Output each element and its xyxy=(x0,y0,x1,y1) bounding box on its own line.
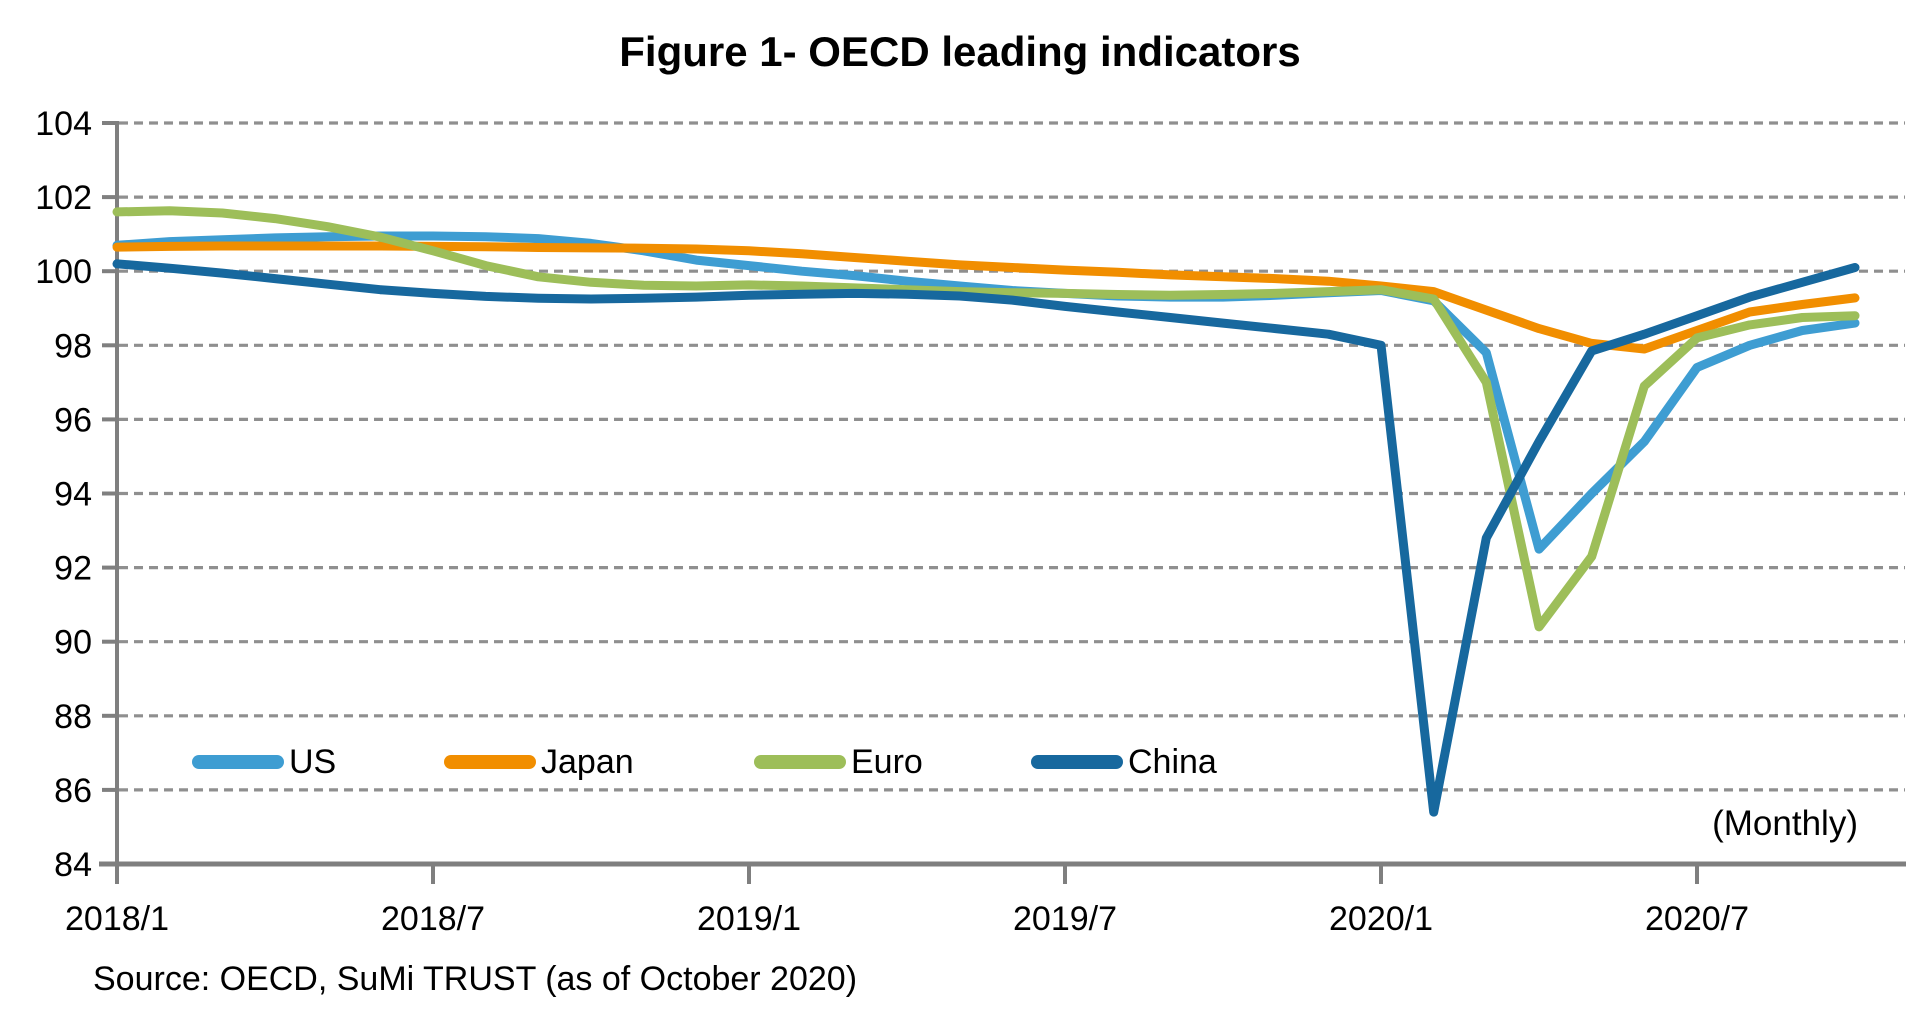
y-tick-label: 90 xyxy=(54,624,92,662)
x-tick-label: 2018/1 xyxy=(65,900,169,938)
legend-swatch-euro xyxy=(754,755,846,769)
y-tick-label: 96 xyxy=(54,401,92,439)
legend-label: Japan xyxy=(541,742,634,781)
x-tick-label: 2019/1 xyxy=(697,900,801,938)
x-tick-label: 2020/1 xyxy=(1329,900,1433,938)
y-tick-label: 92 xyxy=(54,550,92,588)
y-tick-label: 104 xyxy=(35,105,92,143)
legend-item-us: US xyxy=(192,742,337,781)
x-tick-label: 2018/7 xyxy=(381,900,485,938)
frequency-note: (Monthly) xyxy=(1712,804,1858,843)
legend-swatch-china xyxy=(1031,755,1123,769)
legend-swatch-japan xyxy=(444,755,536,769)
legend-label: Euro xyxy=(851,742,923,781)
legend-swatch-us xyxy=(192,755,284,769)
series-line-euro xyxy=(112,206,1860,632)
y-tick-label: 98 xyxy=(54,327,92,365)
source-note: Source: OECD, SuMi TRUST (as of October … xyxy=(93,960,858,998)
legend-item-euro: Euro xyxy=(754,742,923,781)
y-tick-label: 84 xyxy=(54,846,92,884)
legend-label: US xyxy=(289,742,337,781)
y-tick-label: 88 xyxy=(54,698,92,736)
series-line-us xyxy=(112,231,1860,554)
y-tick-label: 100 xyxy=(35,253,92,291)
x-tick-label: 2020/7 xyxy=(1645,900,1749,938)
legend-label: China xyxy=(1128,742,1217,781)
x-tick-label: 2019/7 xyxy=(1013,900,1117,938)
legend-item-japan: Japan xyxy=(444,742,634,781)
y-tick-label: 102 xyxy=(35,179,92,217)
chart-title: Figure 1- OECD leading indicators xyxy=(619,28,1301,75)
y-tick-label: 86 xyxy=(54,772,92,810)
y-tick-label: 94 xyxy=(54,476,92,514)
series-line-china xyxy=(112,259,1860,817)
legend-item-china: China xyxy=(1031,742,1217,781)
